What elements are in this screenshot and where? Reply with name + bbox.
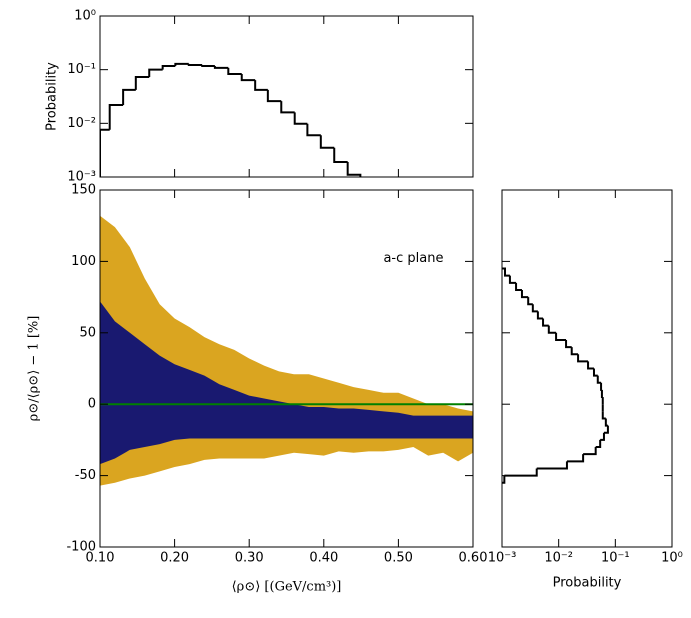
y-tick-label: -50 bbox=[75, 468, 96, 483]
histogram-step bbox=[148, 68, 163, 78]
y-tick-label: 0 bbox=[88, 397, 96, 412]
histogram-step bbox=[319, 135, 335, 149]
panel: 10⁰ 10⁻¹ 10⁻² 10⁻³ Probability bbox=[45, 9, 474, 185]
histogram-step bbox=[213, 66, 229, 69]
x-tick-label: 0.50 bbox=[384, 551, 413, 566]
x-tick-label: 0.20 bbox=[160, 551, 189, 566]
x-tick-label: 10⁻¹ bbox=[601, 551, 630, 566]
histogram-step bbox=[161, 65, 176, 70]
annotation: a-c plane bbox=[383, 251, 443, 266]
y-tick-label: 100 bbox=[71, 254, 96, 269]
histogram-step bbox=[333, 147, 348, 164]
y-tick-label: -100 bbox=[66, 540, 96, 555]
histogram-step bbox=[566, 454, 585, 463]
y-tick-label: 150 bbox=[71, 183, 96, 198]
histogram-step bbox=[306, 123, 321, 137]
y-tick-label: 10⁰ bbox=[74, 9, 96, 24]
y-axis-label: ρ⊙/⟨ρ⊙⟩ − 1 [%] bbox=[27, 316, 42, 422]
histogram-step bbox=[254, 80, 268, 91]
histogram-step bbox=[502, 475, 506, 484]
histogram-step bbox=[601, 411, 606, 420]
y-tick-label: 10⁻¹ bbox=[67, 62, 96, 77]
histogram-step bbox=[240, 74, 256, 82]
histogram-step bbox=[536, 461, 568, 470]
histogram-step bbox=[600, 389, 603, 399]
histogram-step bbox=[536, 311, 544, 320]
histogram-step bbox=[600, 432, 605, 441]
y-tick-label: 50 bbox=[79, 325, 96, 340]
histogram-step bbox=[592, 368, 598, 377]
histogram-step bbox=[604, 418, 608, 427]
histogram-step bbox=[595, 439, 602, 449]
histogram-step bbox=[587, 361, 594, 370]
panel: 10⁻³ 10⁻² 10⁻¹ 10⁰ Probability bbox=[488, 189, 683, 591]
histogram-step bbox=[108, 103, 124, 130]
histogram-step bbox=[565, 339, 572, 349]
x-axis-label: ⟨ρ⊙⟩ [(GeV/cm³)] bbox=[232, 580, 342, 595]
histogram-step bbox=[547, 325, 557, 334]
histogram-step bbox=[577, 354, 589, 363]
plot-area bbox=[100, 62, 362, 177]
axes-frame bbox=[99, 189, 474, 548]
histogram-step bbox=[346, 162, 362, 177]
histogram-step bbox=[100, 128, 110, 177]
y-tick-label: 10⁻³ bbox=[67, 170, 96, 185]
histogram-step bbox=[527, 297, 533, 306]
histogram-step bbox=[266, 89, 282, 103]
histogram-step bbox=[201, 65, 215, 68]
histogram-step bbox=[502, 267, 510, 277]
x-tick-label: 0.10 bbox=[86, 551, 115, 566]
histogram-step bbox=[570, 347, 579, 356]
x-tick-label: 0.30 bbox=[235, 551, 264, 566]
histogram-step bbox=[280, 101, 295, 114]
x-tick-label: 0.60 bbox=[459, 551, 488, 566]
plot-area bbox=[502, 267, 609, 484]
histogram-step bbox=[542, 318, 549, 327]
axes-frame bbox=[99, 15, 474, 178]
y-axis-label: Probability bbox=[45, 62, 60, 131]
histogram-step bbox=[508, 275, 517, 284]
histogram-step bbox=[596, 375, 602, 384]
histogram-step bbox=[174, 62, 189, 67]
histogram-step bbox=[603, 425, 609, 434]
x-tick-label: 10⁰ bbox=[661, 551, 683, 566]
histogram-step bbox=[187, 63, 203, 67]
histogram-step bbox=[555, 332, 567, 341]
y-tick-label: 10⁻² bbox=[67, 116, 96, 131]
histogram-step bbox=[520, 289, 529, 299]
panel: a-c plane 0.10 0.20 0.30 0.40 0.50 0.60 150 100 5… bbox=[27, 183, 488, 595]
x-tick-label: 10⁻² bbox=[544, 551, 573, 566]
x-tick-label: 0.40 bbox=[309, 551, 338, 566]
x-tick-label: 10⁻³ bbox=[488, 551, 517, 566]
histogram-step bbox=[293, 112, 308, 125]
histogram-step bbox=[600, 382, 603, 391]
x-axis-label: Probability bbox=[553, 576, 622, 591]
histogram-step bbox=[122, 88, 136, 105]
histogram-step bbox=[504, 468, 538, 477]
histogram-step bbox=[583, 447, 597, 456]
histogram-step bbox=[134, 76, 150, 90]
confidence-band bbox=[100, 301, 473, 465]
axes-frame bbox=[501, 189, 673, 548]
histogram-step bbox=[531, 304, 538, 313]
histogram-step bbox=[515, 282, 522, 291]
histogram-step bbox=[227, 67, 242, 76]
plot-area bbox=[100, 215, 473, 486]
